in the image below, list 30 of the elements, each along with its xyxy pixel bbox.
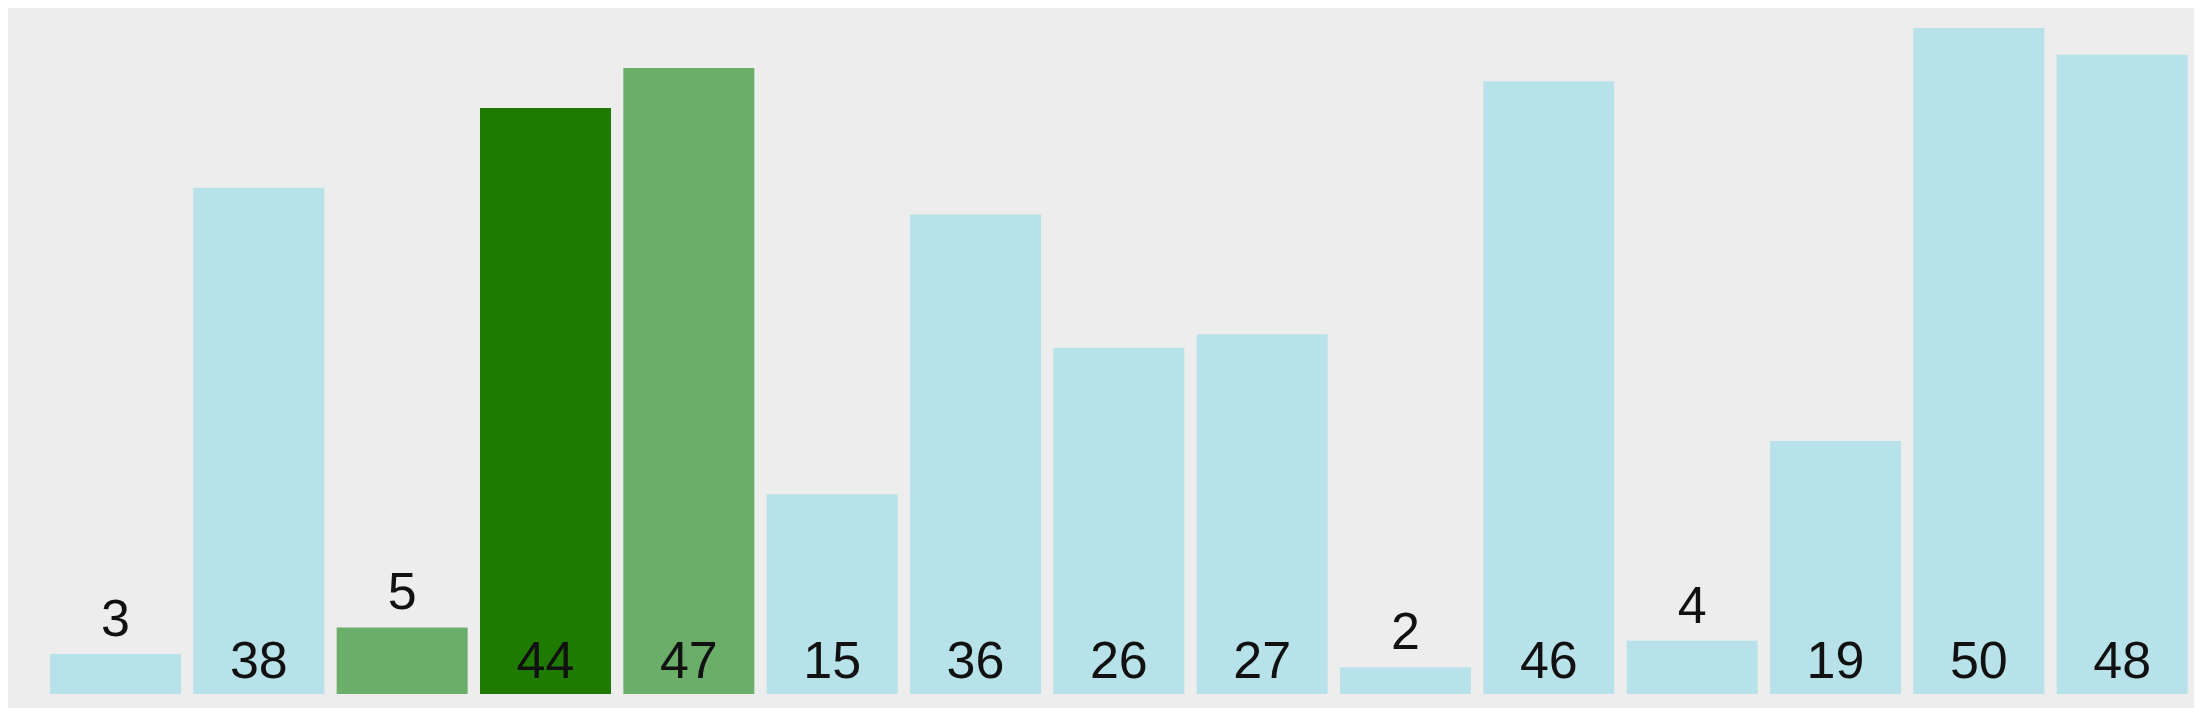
bar [50, 654, 181, 694]
bar [336, 627, 468, 694]
bar [1770, 440, 1901, 694]
data-label: 26 [1089, 631, 1148, 689]
bar [193, 187, 325, 694]
data-label: 44 [516, 631, 575, 689]
data-label: 27 [1233, 631, 1292, 689]
bar [2056, 54, 2188, 694]
bar [1483, 81, 1615, 694]
bar [1626, 640, 1758, 694]
bar [1340, 667, 1471, 694]
bar [910, 214, 1041, 694]
bar [1913, 28, 2045, 694]
data-label: 46 [1519, 631, 1578, 689]
bar [1053, 347, 1185, 694]
data-label: 19 [1806, 631, 1865, 689]
data-label: 2 [1391, 602, 1420, 661]
data-label: 38 [229, 631, 288, 689]
data-label: 5 [387, 562, 417, 621]
bar [766, 494, 898, 694]
bar [623, 67, 755, 694]
data-label: 50 [1949, 631, 2008, 689]
data-label: 3 [101, 589, 130, 648]
data-label: 4 [1677, 575, 1707, 634]
bar [1196, 334, 1328, 694]
data-label: 36 [946, 631, 1005, 689]
data-label: 47 [659, 631, 718, 689]
bar [480, 107, 611, 694]
data-label: 48 [2093, 631, 2152, 689]
data-label: 15 [803, 631, 862, 689]
